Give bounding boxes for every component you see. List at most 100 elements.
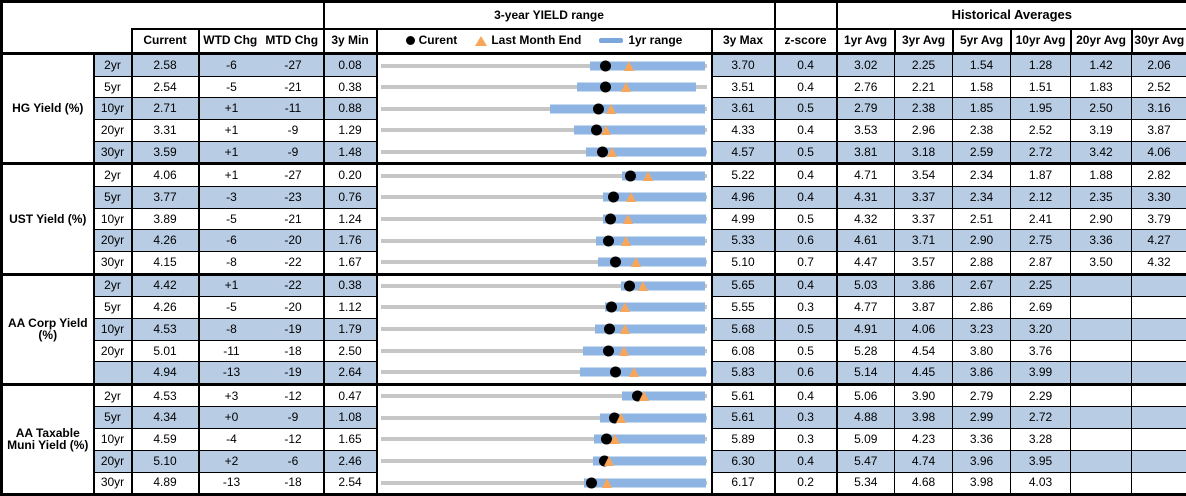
chart-row [378, 362, 711, 383]
z-score-value: 0.6 [775, 230, 837, 252]
mtd-change-value: -20 [264, 297, 324, 319]
mtd-change-value: -21 [264, 208, 324, 230]
mtd-change-value: -9 [264, 141, 324, 164]
mtd-change-value: -12 [264, 384, 324, 407]
3yr-avg-value: 4.74 [895, 450, 953, 472]
chart-row [378, 472, 711, 493]
mtd-change-value: -22 [264, 274, 324, 297]
last-month-end-triangle-marker [620, 324, 630, 334]
3y-min-value: 2.64 [324, 362, 377, 385]
z-score-value: 0.4 [775, 450, 837, 472]
z-score-value: 0.5 [775, 318, 837, 340]
chart-row [378, 208, 711, 229]
group-label: AA Corp Yield (%) [2, 274, 94, 384]
mtd-change-value: -18 [264, 340, 324, 362]
range-chart-cell [377, 252, 712, 275]
chart-row [378, 429, 711, 450]
3y-max-value: 5.83 [712, 362, 775, 385]
legend-1yr-range-item: 1yr range [599, 34, 682, 47]
chart-row [378, 230, 711, 251]
3yr-avg-value: 3.37 [895, 208, 953, 230]
chart-row [378, 55, 711, 76]
last-month-end-triangle-marker [638, 281, 648, 291]
current-value: 4.26 [132, 230, 199, 252]
current-dot-marker [586, 477, 597, 488]
current-dot-marker [603, 345, 614, 356]
z-score-value: 0.4 [775, 120, 837, 142]
col-header-current: Current [132, 29, 199, 54]
3y-min-value: 1.12 [324, 297, 377, 319]
range-chart-cell [377, 120, 712, 142]
mtd-change-value: -11 [264, 98, 324, 120]
3y-max-value: 6.17 [712, 472, 775, 495]
20yr-avg-value [1071, 407, 1132, 429]
10yr-avg-value: 2.69 [1011, 297, 1071, 319]
1yr-avg-value: 2.76 [837, 76, 895, 98]
tenor-cell: 30yr [94, 472, 132, 495]
3y-min-value: 1.65 [324, 429, 377, 451]
10yr-avg-value: 1.95 [1011, 98, 1071, 120]
1yr-avg-value: 4.32 [837, 208, 895, 230]
range-chart-cell [377, 98, 712, 120]
5yr-avg-value: 3.98 [953, 472, 1011, 495]
20yr-avg-value: 2.50 [1071, 98, 1132, 120]
3y-min-value: 1.29 [324, 120, 377, 142]
10yr-avg-value: 2.75 [1011, 230, 1071, 252]
col-header-3y-max: 3y Max [712, 29, 775, 54]
3yr-avg-value: 3.18 [895, 141, 953, 164]
1yr-avg-value: 5.09 [837, 429, 895, 451]
5yr-avg-value: 2.88 [953, 252, 1011, 275]
col-header-wtd-mtd: WTD Chg MTD Chg [199, 29, 324, 54]
3yr-avg-value: 2.38 [895, 98, 953, 120]
tenor-cell: 2yr [94, 274, 132, 297]
5yr-avg-value: 3.86 [953, 362, 1011, 385]
legend-last-month-end-item: Last Month End [475, 34, 581, 47]
5yr-avg-value: 1.85 [953, 98, 1011, 120]
z-score-value: 0.4 [775, 186, 837, 208]
mtd-change-value: -19 [264, 318, 324, 340]
range-chart-cell [377, 297, 712, 319]
3y-max-value: 3.61 [712, 98, 775, 120]
header-row-1: 3-year YIELD range Historical Averages [2, 2, 1186, 29]
col-header-5yr-avg: 5yr Avg [953, 29, 1011, 54]
5yr-avg-value: 2.59 [953, 141, 1011, 164]
5yr-avg-value: 2.34 [953, 164, 1011, 187]
30yr-avg-value: 2.06 [1132, 54, 1186, 77]
3y-min-value: 0.38 [324, 274, 377, 297]
range-chart-cell [377, 230, 712, 252]
tenor-cell: 5yr [94, 186, 132, 208]
group-label: HG Yield (%) [2, 54, 94, 164]
3yr-avg-value: 4.68 [895, 472, 953, 495]
range-chart-cell [377, 340, 712, 362]
last-month-end-triangle-marker [604, 456, 614, 466]
current-value: 3.77 [132, 186, 199, 208]
last-month-end-triangle-marker [619, 346, 629, 356]
30yr-avg-value [1132, 407, 1186, 429]
3y-min-value: 1.24 [324, 208, 377, 230]
3y-min-value: 0.38 [324, 76, 377, 98]
10yr-avg-value: 4.03 [1011, 472, 1071, 495]
range-chart-cell [377, 472, 712, 495]
30yr-avg-value [1132, 362, 1186, 385]
3y-max-value: 5.55 [712, 297, 775, 319]
5yr-avg-value: 2.79 [953, 384, 1011, 407]
current-value: 2.54 [132, 76, 199, 98]
range-chart-cell [377, 450, 712, 472]
3y-min-value: 0.76 [324, 186, 377, 208]
tenor-cell: 10yr [94, 208, 132, 230]
current-dot-marker [610, 257, 621, 268]
col-header-30yr-avg: 30yr Avg [1132, 29, 1186, 54]
z-score-value: 0.3 [775, 429, 837, 451]
chart-row [378, 297, 711, 318]
range-chart-cell [377, 54, 712, 77]
1yr-avg-value: 4.71 [837, 164, 895, 187]
10yr-avg-value: 2.12 [1011, 186, 1071, 208]
10yr-avg-value: 2.72 [1011, 407, 1071, 429]
group-label: UST Yield (%) [2, 164, 94, 274]
30yr-avg-value: 2.82 [1132, 164, 1186, 187]
